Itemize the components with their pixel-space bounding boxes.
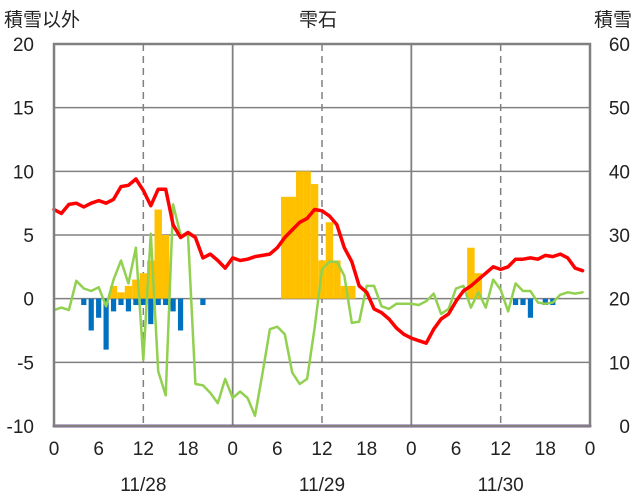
snowfall-bar [474,273,483,299]
x-hour-tick-label: 18 [535,439,556,460]
precip-bar [200,298,206,306]
y-left-axis-label: 積雪以外 [4,9,80,31]
precip-bar [155,298,161,306]
precip-bar [170,298,176,312]
x-hour-tick-label: 12 [311,439,332,460]
snowfall-bar [310,184,319,299]
y-left-tick-label: 5 [23,226,34,247]
snowfall-bar [109,285,118,299]
y-left-tick-label: -10 [7,417,34,438]
y-right-tick-label: 20 [609,290,630,311]
y-right-tick-label: 10 [609,353,630,374]
grid [54,43,590,427]
precip-bar [110,298,117,312]
x-hour-tick-label: 6 [93,439,104,460]
x-date-label: 11/30 [478,475,524,496]
plot-frame [52,42,592,428]
snowfall-bar [318,260,326,299]
snowfall-bar [303,171,311,299]
snowfall-bar [295,171,304,299]
snowfall-bar [348,285,356,299]
precip-bar [527,298,534,318]
y-right-tick-label: 30 [609,226,630,247]
y-right-tick-label: 50 [609,99,630,120]
precip-bar [512,298,519,306]
snowfall-bar [467,247,475,299]
precip-bar [520,298,526,306]
precip-bar [542,298,548,306]
snowfall-bar [132,279,140,299]
x-hour-tick-label: 6 [272,439,283,460]
snowfall-bar [340,285,349,299]
x-hour-tick-label: 0 [49,439,60,460]
temperature-series-line [52,177,585,345]
precip-bar [140,298,146,306]
x-hour-tick-label: 0 [227,439,238,460]
y-left-tick-label: 20 [13,35,34,56]
x-hour-tick-label: 12 [490,439,511,460]
snowfall-bar [154,209,162,299]
x-hour-tick-label: 0 [406,439,417,460]
snowfall-bar [161,235,170,299]
precip-bar [81,298,87,306]
snowfall-bar [288,196,296,299]
y-left-tick-label: -5 [17,353,34,374]
x-date-label: 11/28 [120,475,166,496]
precip-bar [125,298,132,312]
precip-bar [163,298,169,306]
x-hour-tick-label: 18 [356,439,377,460]
x-hour-tick-label: 6 [451,439,462,460]
y-right-axis-label: 積雪 [594,9,632,31]
precip-bar [148,298,154,325]
precip-bar [88,298,94,331]
precip-bar [133,298,139,306]
y-right-tick-label: 0 [619,417,630,438]
snowfall-bar [333,260,341,299]
y-right-tick-label: 40 [609,162,630,183]
chart-title: 雫石 [299,10,337,31]
precip-bar [118,298,124,306]
precip-bar [177,298,184,331]
green-series-line [52,203,584,418]
snowfall-bar [147,260,155,299]
snowfall-bar [139,273,148,299]
precip-bar [103,298,109,350]
x-date-label: 11/29 [299,475,345,496]
y-right-tick-label: 60 [609,35,630,56]
y-left-tick-label: 15 [13,99,34,120]
x-hour-tick-label: 18 [177,439,198,460]
x-hour-tick-label: 12 [133,439,154,460]
y-left-tick-label: 0 [23,290,34,311]
bars [81,171,556,350]
snowfall-bar [117,292,125,299]
x-hour-tick-label: 0 [585,439,596,460]
precip-bar [96,298,102,318]
snowfall-bar [281,196,289,299]
y-left-tick-label: 10 [13,162,34,183]
snowfall-bar [124,285,133,299]
